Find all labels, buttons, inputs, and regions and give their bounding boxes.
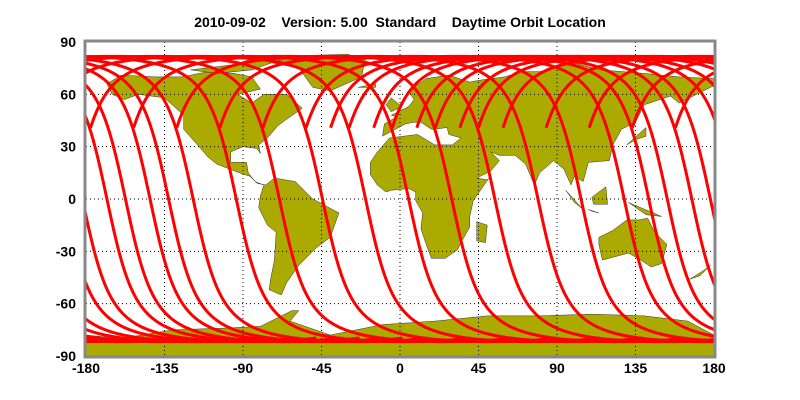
orbit-tracks-layer	[0, 54, 800, 344]
orbit-track	[86, 57, 428, 344]
landmass	[565, 190, 584, 210]
orbit-track	[89, 54, 643, 344]
orbit-track	[762, 56, 800, 341]
orbit-track	[86, 208, 317, 344]
plot-frame	[83, 39, 717, 359]
x-tick-label: -90	[233, 360, 253, 376]
orbit-track	[329, 54, 714, 332]
orbit-track	[347, 54, 714, 322]
orbit-track	[372, 54, 714, 288]
y-tick-label: 30	[60, 139, 76, 155]
orbit-track	[218, 54, 714, 344]
orbit-track	[587, 55, 714, 129]
axis-ticks: -180 -135 -90 -45 0 45 90 135 180 90 60 30 0 -30 -60 -9…	[56, 34, 726, 376]
landmass	[689, 265, 711, 280]
orbit-track	[86, 61, 403, 344]
landmass	[626, 126, 647, 146]
orbit-track	[86, 83, 360, 344]
orbit-track	[501, 54, 714, 129]
x-tick-label: -45	[311, 360, 331, 376]
orbit-track	[86, 279, 299, 344]
x-tick-label: -135	[150, 360, 178, 376]
map-title: 2010-09-02 Version: 5.00 Standard Daytim…	[194, 14, 606, 30]
x-tick-label: 180	[702, 360, 726, 376]
landmass	[628, 202, 662, 217]
orbit-track	[86, 54, 600, 344]
orbit-track	[86, 54, 514, 344]
orbit-track	[0, 56, 15, 341]
landmass	[476, 221, 488, 243]
y-tick-label: -30	[56, 243, 76, 259]
orbit-track	[544, 54, 714, 129]
orbit-track	[175, 54, 714, 344]
orbit-track	[477, 54, 714, 129]
orbit-track	[132, 54, 686, 344]
y-tick-label: -90	[56, 348, 76, 364]
orbit-track	[390, 54, 714, 223]
orbit-track	[458, 54, 714, 129]
x-tick-label: -180	[72, 360, 100, 376]
y-tick-label: 0	[68, 191, 76, 207]
orbit-track	[304, 54, 714, 338]
landmass	[588, 209, 599, 214]
orbit-track	[86, 54, 557, 344]
orbit-track	[0, 56, 58, 341]
orbit-track	[630, 58, 714, 129]
x-tick-label: 0	[396, 360, 404, 376]
orbit-track	[86, 55, 471, 344]
y-tick-label: 90	[60, 34, 76, 50]
landmass	[591, 186, 608, 205]
x-tick-label: 90	[549, 360, 565, 376]
y-tick-label: -60	[56, 296, 76, 312]
x-tick-label: 45	[471, 360, 487, 376]
orbit-track	[261, 54, 714, 343]
y-tick-label: 60	[60, 86, 76, 102]
orbit-track	[433, 54, 714, 129]
landmass	[370, 62, 715, 259]
x-tick-label: 135	[624, 360, 648, 376]
orbit-track	[415, 54, 714, 129]
orbit-track	[86, 113, 342, 344]
landmass	[106, 71, 340, 296]
orbit-track	[719, 56, 800, 341]
orbit-track	[86, 67, 385, 344]
